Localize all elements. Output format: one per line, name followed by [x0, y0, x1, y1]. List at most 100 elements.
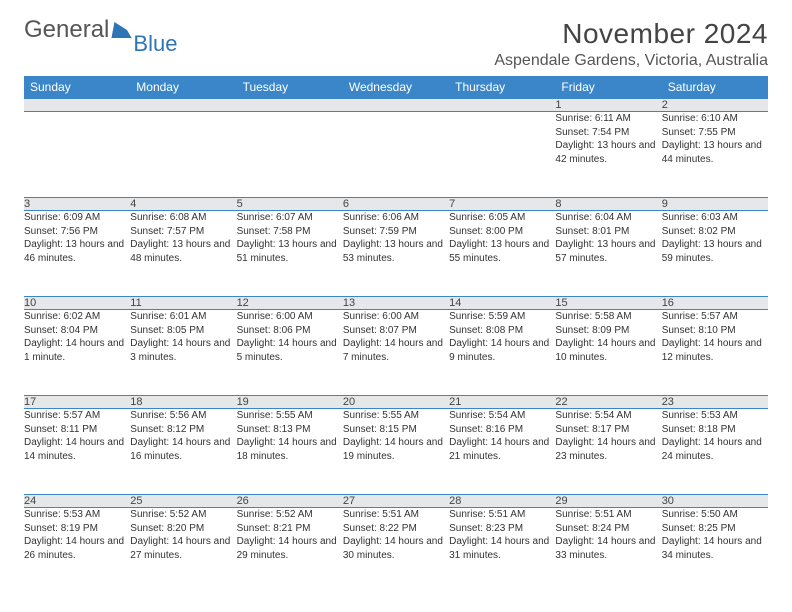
daylight-text: Daylight: 14 hours and 27 minutes.	[130, 535, 236, 562]
sunrise-text: Sunrise: 5:56 AM	[130, 409, 236, 423]
day-detail-cell: Sunrise: 5:54 AMSunset: 8:16 PMDaylight:…	[449, 409, 555, 495]
day-number-cell	[237, 99, 343, 112]
day-detail-cell: Sunrise: 5:58 AMSunset: 8:09 PMDaylight:…	[555, 310, 661, 396]
day-number-cell: 3	[24, 198, 130, 211]
daynum-row: 17181920212223	[24, 396, 768, 409]
day-number-cell: 30	[662, 495, 768, 508]
day-number-cell	[449, 99, 555, 112]
sunset-text: Sunset: 8:22 PM	[343, 522, 449, 536]
daylight-text: Daylight: 14 hours and 5 minutes.	[237, 337, 343, 364]
day-detail-cell: Sunrise: 5:54 AMSunset: 8:17 PMDaylight:…	[555, 409, 661, 495]
header: General Blue November 2024 Aspendale Gar…	[24, 18, 768, 70]
sunset-text: Sunset: 8:21 PM	[237, 522, 343, 536]
daylight-text: Daylight: 14 hours and 1 minute.	[24, 337, 130, 364]
sunset-text: Sunset: 8:15 PM	[343, 423, 449, 437]
sunset-text: Sunset: 8:25 PM	[662, 522, 768, 536]
sunset-text: Sunset: 8:00 PM	[449, 225, 555, 239]
daylight-text: Daylight: 13 hours and 53 minutes.	[343, 238, 449, 265]
daylight-text: Daylight: 14 hours and 21 minutes.	[449, 436, 555, 463]
sunset-text: Sunset: 8:07 PM	[343, 324, 449, 338]
day-detail-cell: Sunrise: 5:59 AMSunset: 8:08 PMDaylight:…	[449, 310, 555, 396]
day-detail-cell: Sunrise: 5:55 AMSunset: 8:15 PMDaylight:…	[343, 409, 449, 495]
daylight-text: Daylight: 14 hours and 3 minutes.	[130, 337, 236, 364]
day-detail-cell: Sunrise: 5:50 AMSunset: 8:25 PMDaylight:…	[662, 508, 768, 594]
day-detail-cell: Sunrise: 5:53 AMSunset: 8:19 PMDaylight:…	[24, 508, 130, 594]
daylight-text: Daylight: 13 hours and 46 minutes.	[24, 238, 130, 265]
sunset-text: Sunset: 8:20 PM	[130, 522, 236, 536]
day-detail-cell	[130, 112, 236, 198]
daylight-text: Daylight: 14 hours and 30 minutes.	[343, 535, 449, 562]
day-detail-cell: Sunrise: 5:57 AMSunset: 8:10 PMDaylight:…	[662, 310, 768, 396]
sunrise-text: Sunrise: 5:52 AM	[130, 508, 236, 522]
day-header: Wednesday	[343, 76, 449, 99]
day-number-cell: 2	[662, 99, 768, 112]
sunrise-text: Sunrise: 6:07 AM	[237, 211, 343, 225]
daylight-text: Daylight: 13 hours and 55 minutes.	[449, 238, 555, 265]
daylight-text: Daylight: 13 hours and 44 minutes.	[662, 139, 768, 166]
day-number-cell: 12	[237, 297, 343, 310]
day-number-cell: 7	[449, 198, 555, 211]
sunset-text: Sunset: 8:17 PM	[555, 423, 661, 437]
sunset-text: Sunset: 8:12 PM	[130, 423, 236, 437]
day-header: Monday	[130, 76, 236, 99]
day-number-cell: 27	[343, 495, 449, 508]
day-detail-cell: Sunrise: 6:01 AMSunset: 8:05 PMDaylight:…	[130, 310, 236, 396]
sunset-text: Sunset: 8:05 PM	[130, 324, 236, 338]
sunset-text: Sunset: 8:04 PM	[24, 324, 130, 338]
details-row: Sunrise: 6:02 AMSunset: 8:04 PMDaylight:…	[24, 310, 768, 396]
day-detail-cell: Sunrise: 6:09 AMSunset: 7:56 PMDaylight:…	[24, 211, 130, 297]
day-header-row: SundayMondayTuesdayWednesdayThursdayFrid…	[24, 76, 768, 99]
daylight-text: Daylight: 13 hours and 42 minutes.	[555, 139, 661, 166]
sunrise-text: Sunrise: 6:10 AM	[662, 112, 768, 126]
day-number-cell: 22	[555, 396, 661, 409]
sunset-text: Sunset: 8:02 PM	[662, 225, 768, 239]
daylight-text: Daylight: 14 hours and 19 minutes.	[343, 436, 449, 463]
day-header: Friday	[555, 76, 661, 99]
day-detail-cell: Sunrise: 5:52 AMSunset: 8:21 PMDaylight:…	[237, 508, 343, 594]
sunrise-text: Sunrise: 5:54 AM	[449, 409, 555, 423]
day-number-cell: 11	[130, 297, 236, 310]
sunset-text: Sunset: 8:09 PM	[555, 324, 661, 338]
sunset-text: Sunset: 7:54 PM	[555, 126, 661, 140]
sunset-text: Sunset: 8:13 PM	[237, 423, 343, 437]
day-detail-cell: Sunrise: 6:11 AMSunset: 7:54 PMDaylight:…	[555, 112, 661, 198]
sunrise-text: Sunrise: 5:59 AM	[449, 310, 555, 324]
day-detail-cell: Sunrise: 5:57 AMSunset: 8:11 PMDaylight:…	[24, 409, 130, 495]
sunrise-text: Sunrise: 5:51 AM	[343, 508, 449, 522]
sunrise-text: Sunrise: 6:03 AM	[662, 211, 768, 225]
daylight-text: Daylight: 14 hours and 16 minutes.	[130, 436, 236, 463]
day-number-cell: 16	[662, 297, 768, 310]
daylight-text: Daylight: 14 hours and 34 minutes.	[662, 535, 768, 562]
details-row: Sunrise: 5:57 AMSunset: 8:11 PMDaylight:…	[24, 409, 768, 495]
day-number-cell: 29	[555, 495, 661, 508]
day-number-cell: 5	[237, 198, 343, 211]
day-number-cell	[24, 99, 130, 112]
day-number-cell: 23	[662, 396, 768, 409]
day-number-cell: 21	[449, 396, 555, 409]
day-detail-cell: Sunrise: 5:52 AMSunset: 8:20 PMDaylight:…	[130, 508, 236, 594]
sunset-text: Sunset: 7:58 PM	[237, 225, 343, 239]
day-number-cell: 13	[343, 297, 449, 310]
day-number-cell: 6	[343, 198, 449, 211]
daynum-row: 12	[24, 99, 768, 112]
daylight-text: Daylight: 13 hours and 57 minutes.	[555, 238, 661, 265]
sunset-text: Sunset: 8:16 PM	[449, 423, 555, 437]
sunrise-text: Sunrise: 5:53 AM	[662, 409, 768, 423]
day-detail-cell: Sunrise: 5:56 AMSunset: 8:12 PMDaylight:…	[130, 409, 236, 495]
day-detail-cell: Sunrise: 6:02 AMSunset: 8:04 PMDaylight:…	[24, 310, 130, 396]
day-number-cell: 15	[555, 297, 661, 310]
calendar-table: SundayMondayTuesdayWednesdayThursdayFrid…	[24, 76, 768, 594]
sunset-text: Sunset: 7:56 PM	[24, 225, 130, 239]
sunrise-text: Sunrise: 6:01 AM	[130, 310, 236, 324]
sunrise-text: Sunrise: 6:00 AM	[343, 310, 449, 324]
day-header: Saturday	[662, 76, 768, 99]
daynum-row: 3456789	[24, 198, 768, 211]
sunrise-text: Sunrise: 5:54 AM	[555, 409, 661, 423]
sunset-text: Sunset: 7:59 PM	[343, 225, 449, 239]
day-number-cell: 28	[449, 495, 555, 508]
day-number-cell: 19	[237, 396, 343, 409]
sunrise-text: Sunrise: 6:00 AM	[237, 310, 343, 324]
daylight-text: Daylight: 14 hours and 10 minutes.	[555, 337, 661, 364]
day-number-cell: 24	[24, 495, 130, 508]
location: Aspendale Gardens, Victoria, Australia	[494, 52, 768, 70]
